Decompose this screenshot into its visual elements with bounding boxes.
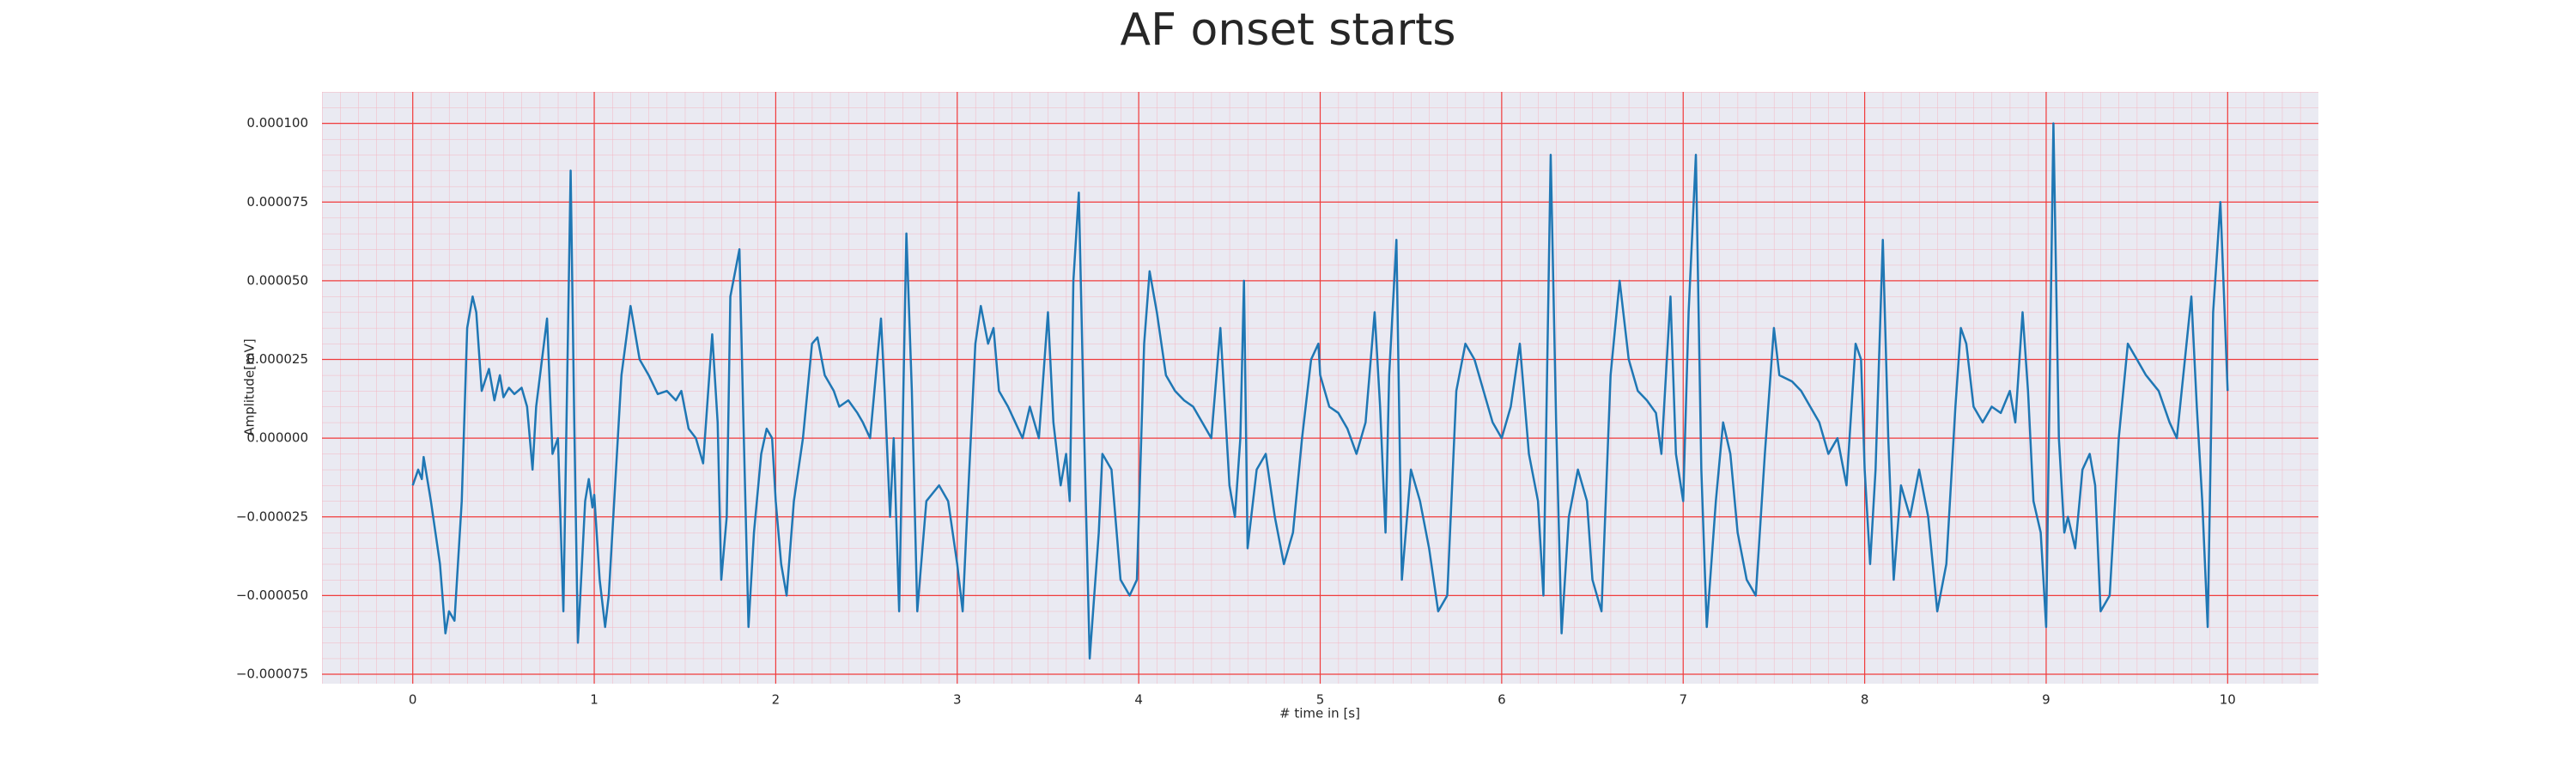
y-tick-label: 0.000075 bbox=[246, 194, 308, 210]
x-tick-label: 10 bbox=[2220, 692, 2236, 708]
x-tick-label: 9 bbox=[2042, 692, 2050, 708]
x-tick-label: 0 bbox=[409, 692, 417, 708]
y-tick-label: 0.000050 bbox=[246, 272, 308, 288]
y-tick-label: 0.000100 bbox=[246, 115, 308, 131]
chart-title: AF onset starts bbox=[1121, 4, 1456, 56]
y-tick-label: −0.000025 bbox=[236, 508, 308, 524]
x-tick-label: 6 bbox=[1498, 692, 1506, 708]
y-axis-label: Amplitude[mV] bbox=[242, 338, 258, 435]
y-tick-label: 0.000025 bbox=[246, 351, 308, 367]
x-tick-label: 8 bbox=[1861, 692, 1869, 708]
x-tick-label: 4 bbox=[1134, 692, 1143, 708]
x-tick-label: 3 bbox=[953, 692, 962, 708]
y-tick-label: −0.000075 bbox=[236, 666, 308, 682]
y-tick-label: 0.000000 bbox=[246, 430, 308, 446]
data-line bbox=[411, 122, 2229, 660]
x-tick-label: 2 bbox=[772, 692, 781, 708]
x-tick-label: 7 bbox=[1679, 692, 1687, 708]
x-tick-label: 5 bbox=[1316, 692, 1325, 708]
x-axis-label: # time in [s] bbox=[1279, 706, 1360, 721]
y-tick-label: −0.000050 bbox=[236, 587, 308, 603]
x-tick-label: 1 bbox=[590, 692, 598, 708]
